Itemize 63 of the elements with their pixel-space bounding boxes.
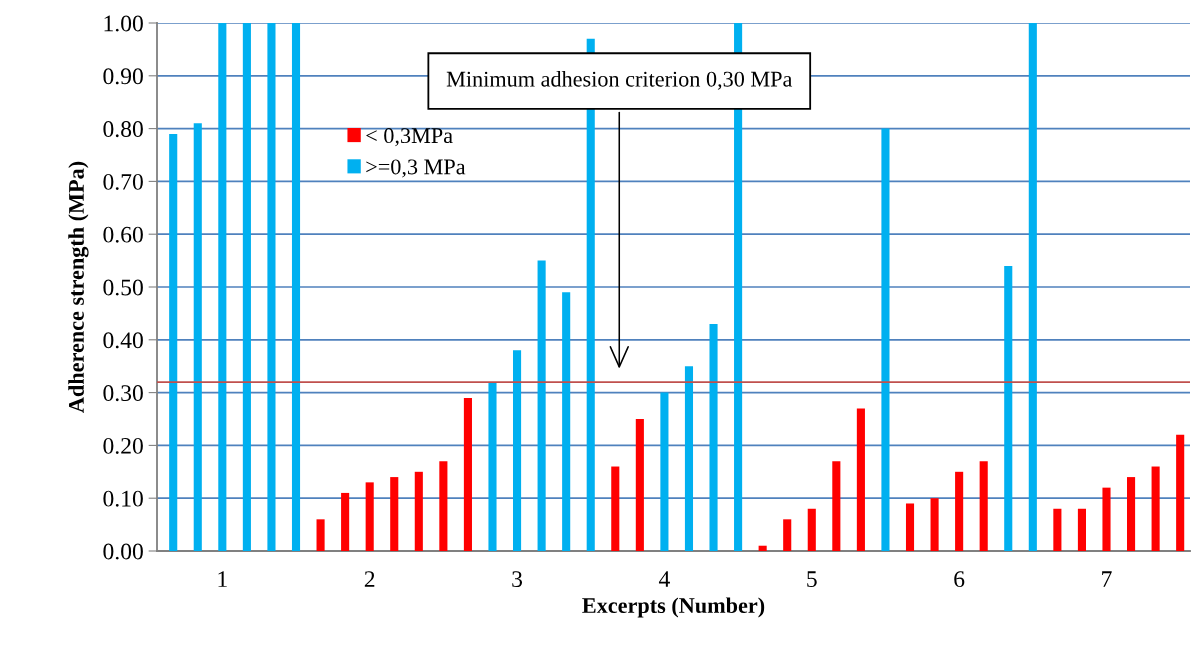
y-tick-label: 0.30 [103,385,143,402]
x-axis-title: Excerpts (Number) [582,597,765,618]
y-tick-label: 0.40 [103,332,143,349]
y-axis-title: Adherence strength (MPa) [68,161,89,413]
legend-label: >=0,3 MPa [366,159,466,178]
y-tick-label: 0.10 [103,490,143,507]
x-tick-label: 7 [1102,571,1112,587]
bar [341,492,350,551]
bar [439,461,448,551]
bar [316,519,325,551]
y-tick-label: 0.80 [103,121,143,138]
bar [1028,23,1037,551]
bar [709,323,718,551]
bar [218,23,227,551]
bar [1004,265,1013,551]
bar [242,23,251,551]
bar [1151,466,1160,551]
bar [955,471,964,551]
bar [930,498,939,551]
bar [291,23,301,551]
bar [660,392,669,551]
bar [832,461,841,551]
bar [856,408,865,551]
x-tick-label: 4 [658,571,670,587]
bar [684,366,694,551]
bar [1127,477,1136,551]
bar [193,123,202,551]
bar [1176,434,1185,551]
x-tick-label: 3 [512,571,523,588]
y-tick-label: 0.70 [103,173,143,190]
bar [390,477,399,551]
y-tick-label: 0.90 [103,68,143,85]
bar [1077,508,1086,551]
bar [562,292,571,551]
x-tick-label: 6 [954,571,965,588]
bar [513,350,522,551]
bar [267,23,276,551]
legend-label: < 0,3MPa [366,128,453,147]
bar [979,461,988,551]
bar [1053,508,1062,551]
bar [488,382,497,551]
y-tick-label: 0.50 [103,279,143,296]
y-tick-label: 0.60 [103,226,143,243]
bar [881,128,890,551]
y-tick-label: 0.20 [103,437,143,454]
bar [169,133,178,551]
bar [611,466,620,551]
x-tick-label: 5 [807,571,817,588]
bar [1102,487,1111,551]
bar [905,503,915,551]
bar [807,508,816,551]
bar [537,260,546,551]
bar [414,471,423,551]
bar [635,419,644,551]
y-tick-label: 1.00 [104,15,143,32]
bar [463,397,472,551]
y-tick-label: 0.00 [103,543,143,560]
x-tick-label: 2 [364,571,375,587]
annotation: Minimum adhesion criterion 0,30 MPa [446,71,793,90]
bar [758,545,767,551]
bar [783,519,792,551]
bar [365,482,374,551]
x-tick-label: 1 [218,571,227,587]
